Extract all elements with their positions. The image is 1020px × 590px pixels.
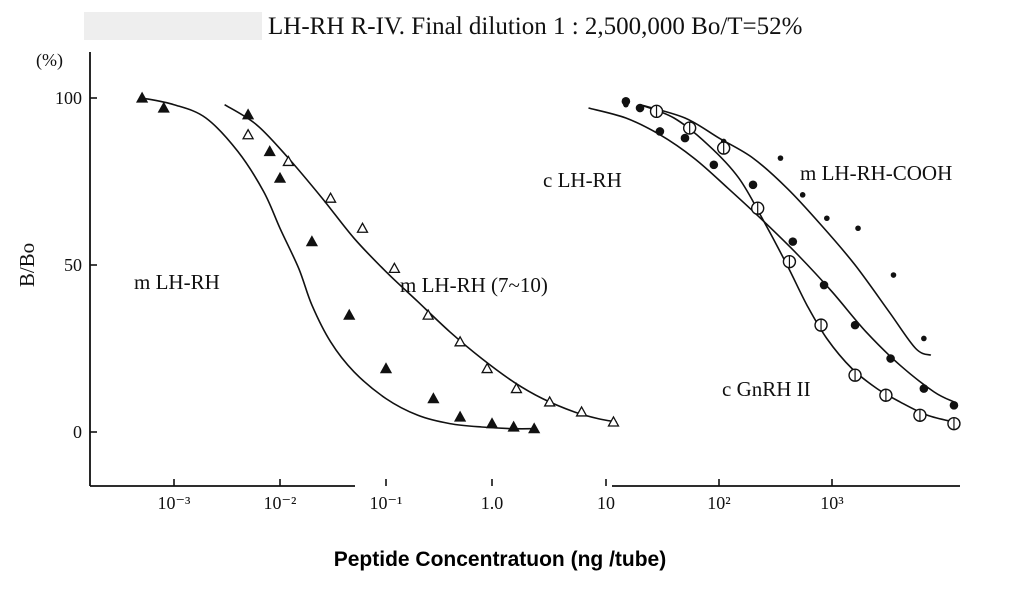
point-c-lh-rh <box>655 127 665 136</box>
chart-title: LH-RH R-IV. Final dilution 1 : 2,500,000… <box>268 13 802 40</box>
point-m-lh-rh-7-10 <box>510 382 523 394</box>
point-m-lh-rh <box>507 420 520 432</box>
y-tick-label: 0 <box>73 422 82 442</box>
point-m-lh-rh-cooh <box>777 155 784 161</box>
point-c-gnrh-ii <box>848 368 862 382</box>
point-c-gnrh-ii <box>750 201 765 215</box>
y-unit-label: (%) <box>36 50 63 71</box>
point-m-lh-rh <box>427 392 440 404</box>
curve-c-lh-rh <box>588 107 955 403</box>
y-axis-label: B/Bo <box>15 243 39 287</box>
x-tick-label: 1.0 <box>481 493 504 513</box>
annotation-c-gnrh-ii: c GnRH II <box>722 377 811 401</box>
curve-m-lh-rh-cooh <box>639 103 932 356</box>
point-m-lh-rh <box>157 101 170 113</box>
data-points <box>135 91 961 434</box>
annotation-c-lhrh: c LH-RH <box>543 168 622 192</box>
point-c-lh-rh <box>850 320 860 330</box>
point-m-lh-rh-7-10 <box>453 335 467 347</box>
annotation-m-lhrh-cooh: m LH-RH-COOH <box>800 161 952 185</box>
point-m-lh-rh-7-10 <box>422 308 435 320</box>
x-axis-label: Peptide Concentratuon (ng /tube) <box>333 548 667 571</box>
point-c-gnrh-ii <box>913 408 927 422</box>
point-c-gnrh-ii <box>782 254 797 269</box>
curve-m-lh-rh <box>141 97 535 430</box>
point-c-gnrh-ii <box>947 416 961 431</box>
point-m-lh-rh-cooh <box>921 335 927 342</box>
point-c-gnrh-ii <box>814 318 828 332</box>
point-c-gnrh-ii <box>879 388 893 402</box>
x-tick-label: 10 <box>597 493 615 513</box>
fitted-curves <box>141 97 955 430</box>
annotation-m-lhrh: m LH-RH <box>134 270 220 294</box>
x-ticks: 10⁻³ 10⁻² 10⁻¹ 1.0 10 10² 10³ <box>158 479 844 513</box>
point-m-lh-rh-7-10 <box>543 395 556 407</box>
point-m-lh-rh <box>135 91 149 103</box>
point-m-lh-rh-cooh <box>855 225 861 232</box>
point-m-lh-rh-7-10 <box>481 362 494 374</box>
x-tick-label: 10⁻² <box>264 493 297 513</box>
point-m-lh-rh <box>485 417 499 429</box>
point-c-lh-rh <box>788 237 798 246</box>
point-m-lh-rh-7-10 <box>388 262 401 273</box>
point-c-lh-rh <box>680 133 690 143</box>
point-m-lh-rh-7-10 <box>356 221 369 233</box>
point-m-lh-rh <box>273 171 287 183</box>
point-m-lh-rh-7-10 <box>607 415 620 427</box>
point-m-lh-rh <box>453 410 467 422</box>
point-c-lh-rh <box>709 160 719 170</box>
curve-c-gnrh-ii <box>639 103 955 423</box>
point-c-lh-rh <box>819 280 829 290</box>
point-m-lh-rh <box>241 108 255 120</box>
point-c-gnrh-ii <box>649 104 664 119</box>
y-tick-label: 50 <box>64 255 82 275</box>
point-m-lh-rh <box>263 145 276 157</box>
y-ticks: 0 50 100 <box>55 88 97 442</box>
point-m-lh-rh-7-10 <box>575 405 588 417</box>
point-m-lh-rh-7-10 <box>241 128 255 140</box>
x-tick-label: 10⁻³ <box>158 493 192 513</box>
point-c-lh-rh <box>635 103 645 113</box>
point-m-lh-rh-7-10 <box>324 191 337 203</box>
x-tick-label: 10³ <box>820 493 844 513</box>
point-m-lh-rh-cooh <box>623 101 629 108</box>
x-tick-label: 10² <box>707 493 730 513</box>
y-tick-label: 100 <box>55 88 82 108</box>
point-m-lh-rh-cooh <box>890 272 897 278</box>
redacted-title-prefix <box>84 12 262 40</box>
curve-m-lh-rh-7-10 <box>224 104 617 423</box>
x-tick-label: 10⁻¹ <box>370 493 403 513</box>
point-m-lh-rh <box>528 422 541 434</box>
point-c-lh-rh <box>886 354 895 363</box>
point-c-lh-rh <box>748 180 758 190</box>
point-m-lh-rh <box>343 308 356 320</box>
point-m-lh-rh-cooh <box>799 192 806 198</box>
point-c-gnrh-ii <box>682 121 697 135</box>
point-m-lh-rh-cooh <box>824 215 830 222</box>
point-c-gnrh-ii <box>716 141 731 155</box>
point-m-lh-rh <box>379 362 393 374</box>
point-c-lh-rh <box>919 384 929 393</box>
point-c-lh-rh <box>949 400 959 410</box>
annotation-m-lhrh-7-10: m LH-RH (7~10) <box>400 273 548 297</box>
point-m-lh-rh <box>305 235 319 247</box>
point-m-lh-rh-7-10 <box>282 155 295 167</box>
